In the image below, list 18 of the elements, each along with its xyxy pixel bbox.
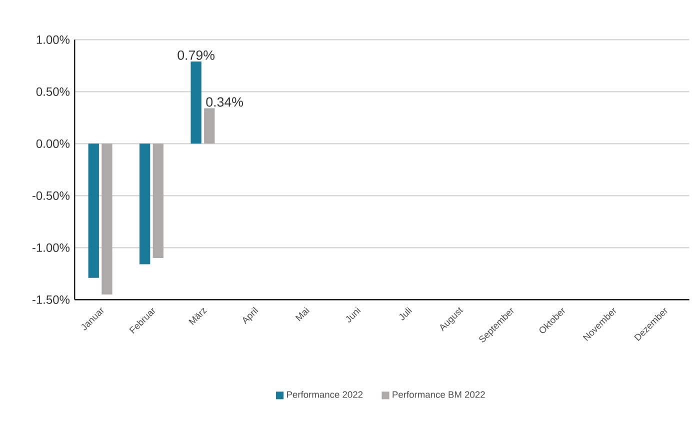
x-tick-label: Mai	[295, 306, 310, 322]
y-tick-label: -1.00%	[32, 243, 70, 252]
bar	[152, 144, 164, 258]
bar	[204, 108, 215, 144]
y-tick-label: -1.50%	[32, 295, 70, 304]
y-tick-label: 0.00%	[36, 139, 70, 148]
bar	[140, 144, 150, 264]
bar	[88, 144, 99, 278]
y-tick-label: 1.00%	[36, 35, 70, 44]
y-tick-label: -0.50%	[32, 191, 70, 200]
bar	[102, 144, 112, 294]
data-label: 0.34%	[206, 97, 243, 107]
legend-label: Performance 2022	[287, 391, 363, 398]
data-label: 0.79%	[178, 50, 214, 60]
y-tick-label: 0.50%	[36, 87, 70, 96]
legend-label: Performance BM 2022	[392, 391, 485, 398]
x-tick-label: Juli	[399, 306, 412, 320]
bar	[190, 62, 202, 144]
